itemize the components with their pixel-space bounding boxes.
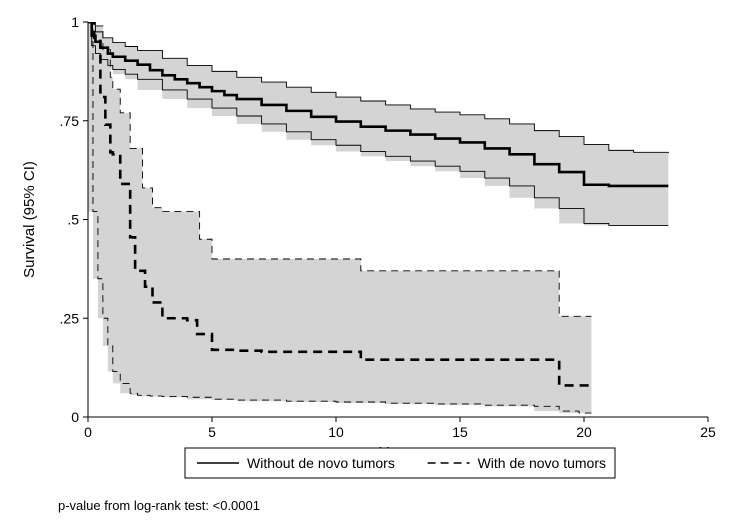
y-tick-label: .5 (67, 212, 79, 228)
legend-label-with: With de novo tumors (478, 455, 606, 471)
x-tick-label: 20 (576, 424, 592, 440)
survival-chart: 0.25.5.751Survival (95% CI)0510152025Yea… (10, 10, 729, 517)
x-tick-label: 10 (328, 424, 344, 440)
footnote-text: p-value from log-rank test: <0.0001 (58, 498, 260, 513)
legend-label-without: Without de novo tumors (247, 455, 395, 471)
y-tick-label: .75 (60, 113, 80, 129)
x-tick-label: 25 (700, 424, 716, 440)
x-tick-label: 0 (84, 424, 92, 440)
y-axis-label: Survival (95% CI) (21, 161, 38, 278)
ci-fill-without (88, 22, 668, 225)
chart-svg: 0.25.5.751Survival (95% CI)0510152025Yea… (10, 10, 729, 517)
y-tick-label: 1 (71, 14, 79, 30)
x-tick-label: 15 (452, 424, 468, 440)
y-tick-label: .25 (60, 310, 80, 326)
y-tick-label: 0 (71, 409, 79, 425)
x-tick-label: 5 (208, 424, 216, 440)
